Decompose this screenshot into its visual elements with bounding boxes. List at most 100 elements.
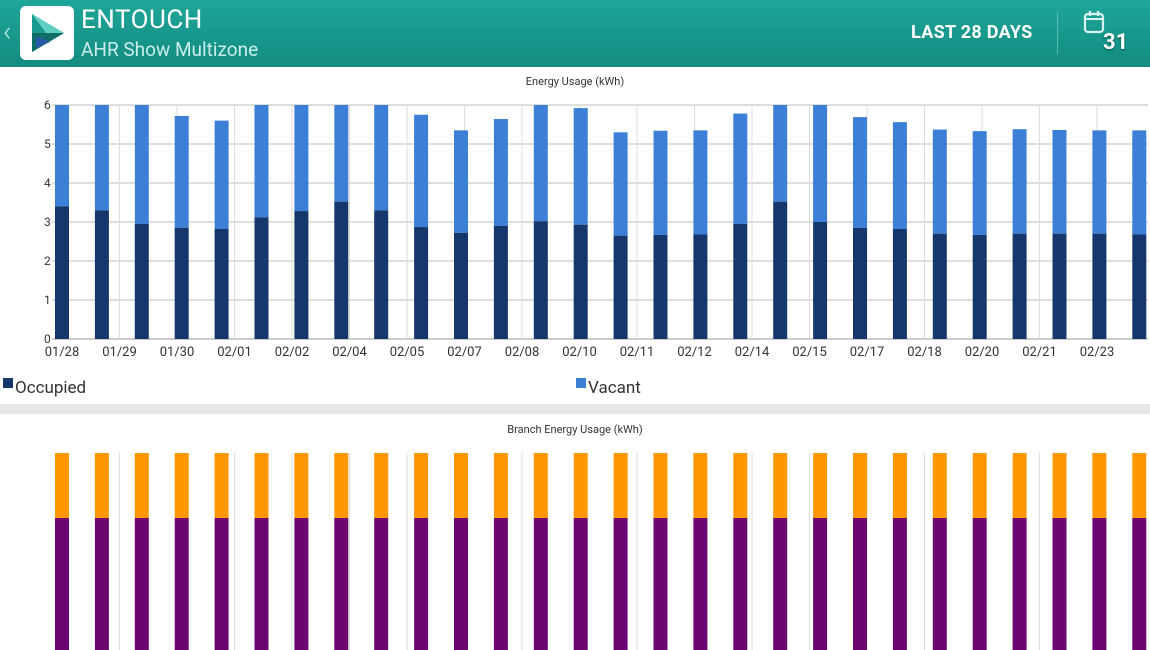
branch-top-bar[interactable] <box>134 453 149 519</box>
branch-top-bar[interactable] <box>374 453 389 519</box>
branch-top-bar[interactable] <box>414 453 429 519</box>
branch-bottom-bar[interactable] <box>1012 518 1027 650</box>
date-range-button[interactable]: LAST 28 DAYS <box>911 22 1033 43</box>
occupied-bar[interactable] <box>94 210 109 339</box>
occupied-bar[interactable] <box>493 225 508 339</box>
branch-bottom-bar[interactable] <box>573 518 588 650</box>
occupied-bar[interactable] <box>1092 233 1107 339</box>
branch-bottom-bar[interactable] <box>1092 518 1107 650</box>
branch-top-bar[interactable] <box>1132 453 1147 519</box>
occupied-bar[interactable] <box>693 234 708 339</box>
back-chevron-icon[interactable]: ‹ <box>3 15 12 48</box>
branch-bottom-bar[interactable] <box>693 518 708 650</box>
branch-top-bar[interactable] <box>334 453 349 519</box>
vacant-bar[interactable] <box>613 132 628 236</box>
vacant-bar[interactable] <box>1012 129 1027 234</box>
branch-bottom-bar[interactable] <box>773 518 788 650</box>
branch-bottom-bar[interactable] <box>613 518 628 650</box>
occupied-bar[interactable] <box>892 229 907 339</box>
occupied-bar[interactable] <box>454 232 468 339</box>
occupied-bar[interactable] <box>653 234 668 339</box>
vacant-bar[interactable] <box>573 108 588 225</box>
vacant-bar[interactable] <box>653 130 668 235</box>
occupied-bar[interactable] <box>1132 234 1147 339</box>
occupied-bar[interactable] <box>214 229 229 339</box>
calendar-icon[interactable] <box>1082 8 1132 58</box>
branch-top-bar[interactable] <box>294 453 309 519</box>
occupied-bar[interactable] <box>374 210 389 339</box>
vacant-bar[interactable] <box>55 105 69 207</box>
occupied-bar[interactable] <box>853 227 867 339</box>
branch-top-bar[interactable] <box>853 453 867 519</box>
branch-bottom-bar[interactable] <box>254 518 269 650</box>
branch-bottom-bar[interactable] <box>853 518 867 650</box>
calendar-day-number[interactable]: 31 <box>1103 30 1129 55</box>
branch-top-bar[interactable] <box>454 453 468 519</box>
branch-bottom-bar[interactable] <box>454 518 468 650</box>
occupied-bar[interactable] <box>613 235 628 339</box>
legend-vacant-label[interactable]: Vacant <box>588 378 641 398</box>
vacant-bar[interactable] <box>414 114 429 228</box>
branch-top-bar[interactable] <box>254 453 269 519</box>
vacant-bar[interactable] <box>733 113 748 224</box>
branch-top-bar[interactable] <box>1012 453 1027 519</box>
vacant-bar[interactable] <box>1092 130 1107 234</box>
occupied-bar[interactable] <box>733 223 748 339</box>
vacant-bar[interactable] <box>134 105 149 224</box>
occupied-bar[interactable] <box>932 233 947 339</box>
branch-top-bar[interactable] <box>493 453 508 519</box>
occupied-bar[interactable] <box>1052 233 1067 339</box>
occupied-bar[interactable] <box>334 201 349 339</box>
branch-bottom-bar[interactable] <box>1132 518 1147 650</box>
site-name[interactable]: AHR Show Multizone <box>81 38 259 61</box>
branch-bottom-bar[interactable] <box>1052 518 1067 650</box>
occupied-bar[interactable] <box>773 201 788 339</box>
branch-top-bar[interactable] <box>1052 453 1067 519</box>
vacant-bar[interactable] <box>932 129 947 234</box>
vacant-bar[interactable] <box>254 105 269 218</box>
branch-top-bar[interactable] <box>533 453 548 519</box>
branch-bottom-bar[interactable] <box>55 518 69 650</box>
vacant-bar[interactable] <box>533 105 548 222</box>
branch-top-bar[interactable] <box>693 453 708 519</box>
branch-top-bar[interactable] <box>972 453 987 519</box>
branch-top-bar[interactable] <box>573 453 588 519</box>
vacant-bar[interactable] <box>94 105 109 211</box>
branch-bottom-bar[interactable] <box>294 518 309 650</box>
branch-bottom-bar[interactable] <box>94 518 109 650</box>
branch-bottom-bar[interactable] <box>374 518 389 650</box>
vacant-bar[interactable] <box>853 117 867 228</box>
branch-top-bar[interactable] <box>613 453 628 519</box>
vacant-bar[interactable] <box>892 122 907 230</box>
vacant-bar[interactable] <box>374 105 389 211</box>
occupied-bar[interactable] <box>414 227 429 339</box>
vacant-bar[interactable] <box>1052 129 1067 234</box>
branch-bottom-bar[interactable] <box>533 518 548 650</box>
branch-top-bar[interactable] <box>813 453 828 519</box>
vacant-bar[interactable] <box>294 105 309 212</box>
branch-bottom-bar[interactable] <box>414 518 429 650</box>
branch-top-bar[interactable] <box>94 453 109 519</box>
branch-top-bar[interactable] <box>1092 453 1107 519</box>
branch-top-bar[interactable] <box>653 453 668 519</box>
occupied-bar[interactable] <box>1012 233 1027 339</box>
branch-bottom-bar[interactable] <box>733 518 748 650</box>
occupied-bar[interactable] <box>813 222 828 339</box>
branch-bottom-bar[interactable] <box>134 518 149 650</box>
vacant-bar[interactable] <box>1132 130 1147 235</box>
vacant-bar[interactable] <box>334 105 349 202</box>
branch-top-bar[interactable] <box>174 453 189 519</box>
branch-bottom-bar[interactable] <box>174 518 189 650</box>
branch-bottom-bar[interactable] <box>932 518 947 650</box>
occupied-bar[interactable] <box>55 206 69 339</box>
vacant-bar[interactable] <box>174 115 189 228</box>
occupied-bar[interactable] <box>254 217 269 339</box>
vacant-bar[interactable] <box>972 131 987 235</box>
occupied-bar[interactable] <box>294 211 309 339</box>
branch-top-bar[interactable] <box>773 453 788 519</box>
vacant-bar[interactable] <box>813 105 828 222</box>
legend-occupied-label[interactable]: Occupied <box>15 378 87 398</box>
branch-bottom-bar[interactable] <box>892 518 907 650</box>
branch-bottom-bar[interactable] <box>334 518 349 650</box>
vacant-bar[interactable] <box>214 120 229 230</box>
